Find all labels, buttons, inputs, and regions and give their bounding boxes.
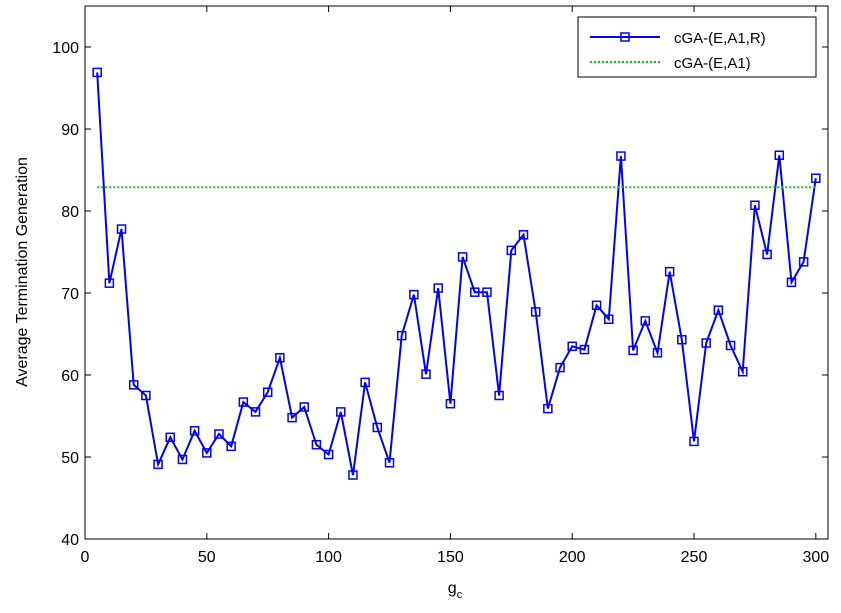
x-axis-label: gc: [448, 580, 463, 601]
data-point: [141, 390, 151, 401]
data-point: [287, 412, 297, 423]
data-point: [579, 344, 590, 355]
data-point: [518, 230, 529, 240]
data-point: [92, 67, 102, 78]
data-point: [798, 257, 809, 267]
y-tick-label: 70: [61, 286, 79, 303]
data-point: [811, 173, 821, 183]
series-line-1: [96, 72, 817, 476]
legend-label-series-2: cGA-(E,A1): [674, 55, 751, 72]
x-tick-label: 100: [315, 549, 342, 566]
y-tick-label: 50: [61, 450, 79, 467]
y-tick-label: 40: [61, 532, 79, 549]
data-point: [238, 397, 249, 407]
data-point: [628, 345, 638, 356]
legend: cGA-(E,A1,R) cGA-(E,A1): [577, 16, 817, 78]
x-tick-label: 250: [681, 549, 708, 566]
y-tick-label: 90: [61, 122, 79, 139]
data-point: [336, 407, 346, 417]
data-point: [457, 252, 468, 262]
data-point: [482, 287, 492, 297]
data-point: [311, 439, 322, 450]
data-point: [604, 314, 614, 324]
data-point: [104, 278, 115, 288]
legend-box: [577, 16, 817, 78]
data-point: [250, 407, 261, 417]
x-tick-label: 50: [198, 549, 216, 566]
data-point: [530, 307, 541, 317]
x-tick-label: 200: [559, 549, 586, 566]
x-axis-label-main: g: [448, 580, 457, 597]
data-point: [323, 449, 334, 460]
plot-area: [84, 5, 829, 540]
data-point: [445, 398, 456, 409]
y-axis-label: Average Termination Generation: [14, 157, 31, 387]
data-point: [214, 429, 224, 439]
data-point: [774, 150, 785, 160]
data-point: [372, 422, 383, 433]
data-point: [128, 380, 139, 390]
data-point: [409, 289, 419, 300]
data-point: [494, 390, 504, 401]
x-tick-label: 150: [437, 549, 464, 566]
data-point: [165, 432, 176, 443]
series-layer: [92, 67, 821, 480]
data-point: [652, 348, 663, 358]
axis-ticks: 0 50 100 150 200 250 300 40 50 60 70 80 90 100: [52, 6, 829, 566]
x-axis-label-subscript: c: [457, 589, 463, 601]
data-point: [506, 245, 517, 256]
data-point: [701, 338, 711, 348]
data-point: [275, 353, 285, 363]
data-point: [786, 277, 797, 288]
data-point: [299, 402, 309, 412]
data-point: [591, 300, 602, 311]
data-point: [226, 441, 236, 452]
x-tick-label: 0: [81, 549, 90, 566]
data-point: [262, 387, 273, 397]
y-tick-label: 100: [52, 40, 79, 57]
data-point: [189, 426, 200, 436]
legend-marker-series-1: [620, 32, 630, 42]
legend-label-series-1: cGA-(E,A1,R): [674, 30, 766, 47]
data-point: [177, 454, 188, 465]
data-point: [153, 459, 163, 470]
data-point: [640, 316, 651, 326]
y-tick-label: 80: [61, 204, 79, 221]
data-point: [543, 403, 553, 414]
data-point: [677, 334, 687, 345]
data-point: [348, 470, 358, 480]
data-point: [421, 369, 431, 379]
data-point: [470, 287, 480, 297]
data-point: [396, 330, 407, 341]
data-point: [762, 249, 772, 260]
data-point: [725, 340, 736, 351]
data-point: [202, 448, 212, 458]
data-point: [360, 377, 370, 388]
data-point: [433, 283, 443, 293]
data-point: [555, 362, 565, 373]
x-tick-label: 300: [802, 549, 829, 566]
data-point: [567, 341, 577, 352]
data-point: [384, 457, 395, 468]
data-point: [689, 436, 699, 447]
data-point: [616, 151, 626, 161]
data-point: [713, 305, 724, 315]
data-point: [664, 266, 675, 277]
y-tick-label: 60: [61, 368, 79, 385]
data-point: [116, 224, 127, 234]
data-point: [737, 366, 748, 377]
data-point: [750, 200, 760, 211]
